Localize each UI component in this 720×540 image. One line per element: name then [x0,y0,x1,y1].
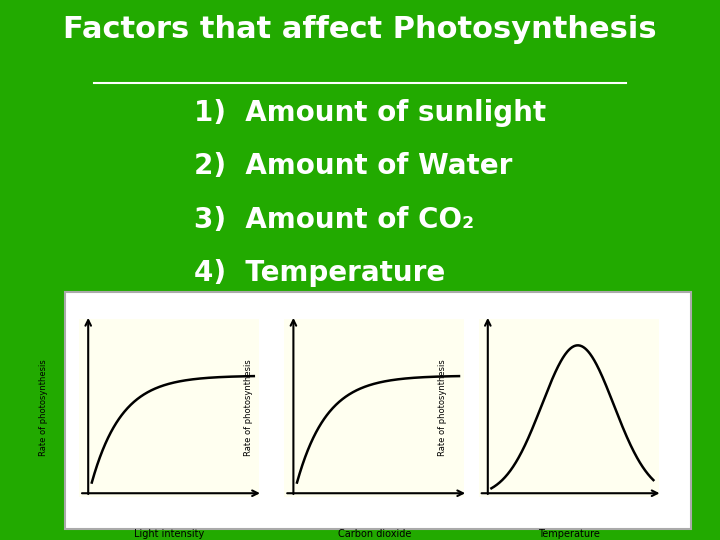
Text: 2)  Amount of Water: 2) Amount of Water [194,152,513,180]
Text: Rate of photosynthesis: Rate of photosynthesis [39,359,48,456]
Text: Temperature: Temperature [538,529,600,539]
Text: Carbon dioxide
concentration: Carbon dioxide concentration [338,529,411,540]
Text: Rate of photosynthesis: Rate of photosynthesis [438,359,447,456]
FancyBboxPatch shape [65,292,691,529]
Text: Light intensity: Light intensity [134,529,204,539]
Text: 4)  Temperature: 4) Temperature [194,259,446,287]
Text: 1)  Amount of sunlight: 1) Amount of sunlight [194,99,546,127]
Text: Rate of photosynthesis: Rate of photosynthesis [244,359,253,456]
Text: 3)  Amount of CO₂: 3) Amount of CO₂ [194,206,474,234]
Text: Factors that affect Photosynthesis: Factors that affect Photosynthesis [63,15,657,44]
